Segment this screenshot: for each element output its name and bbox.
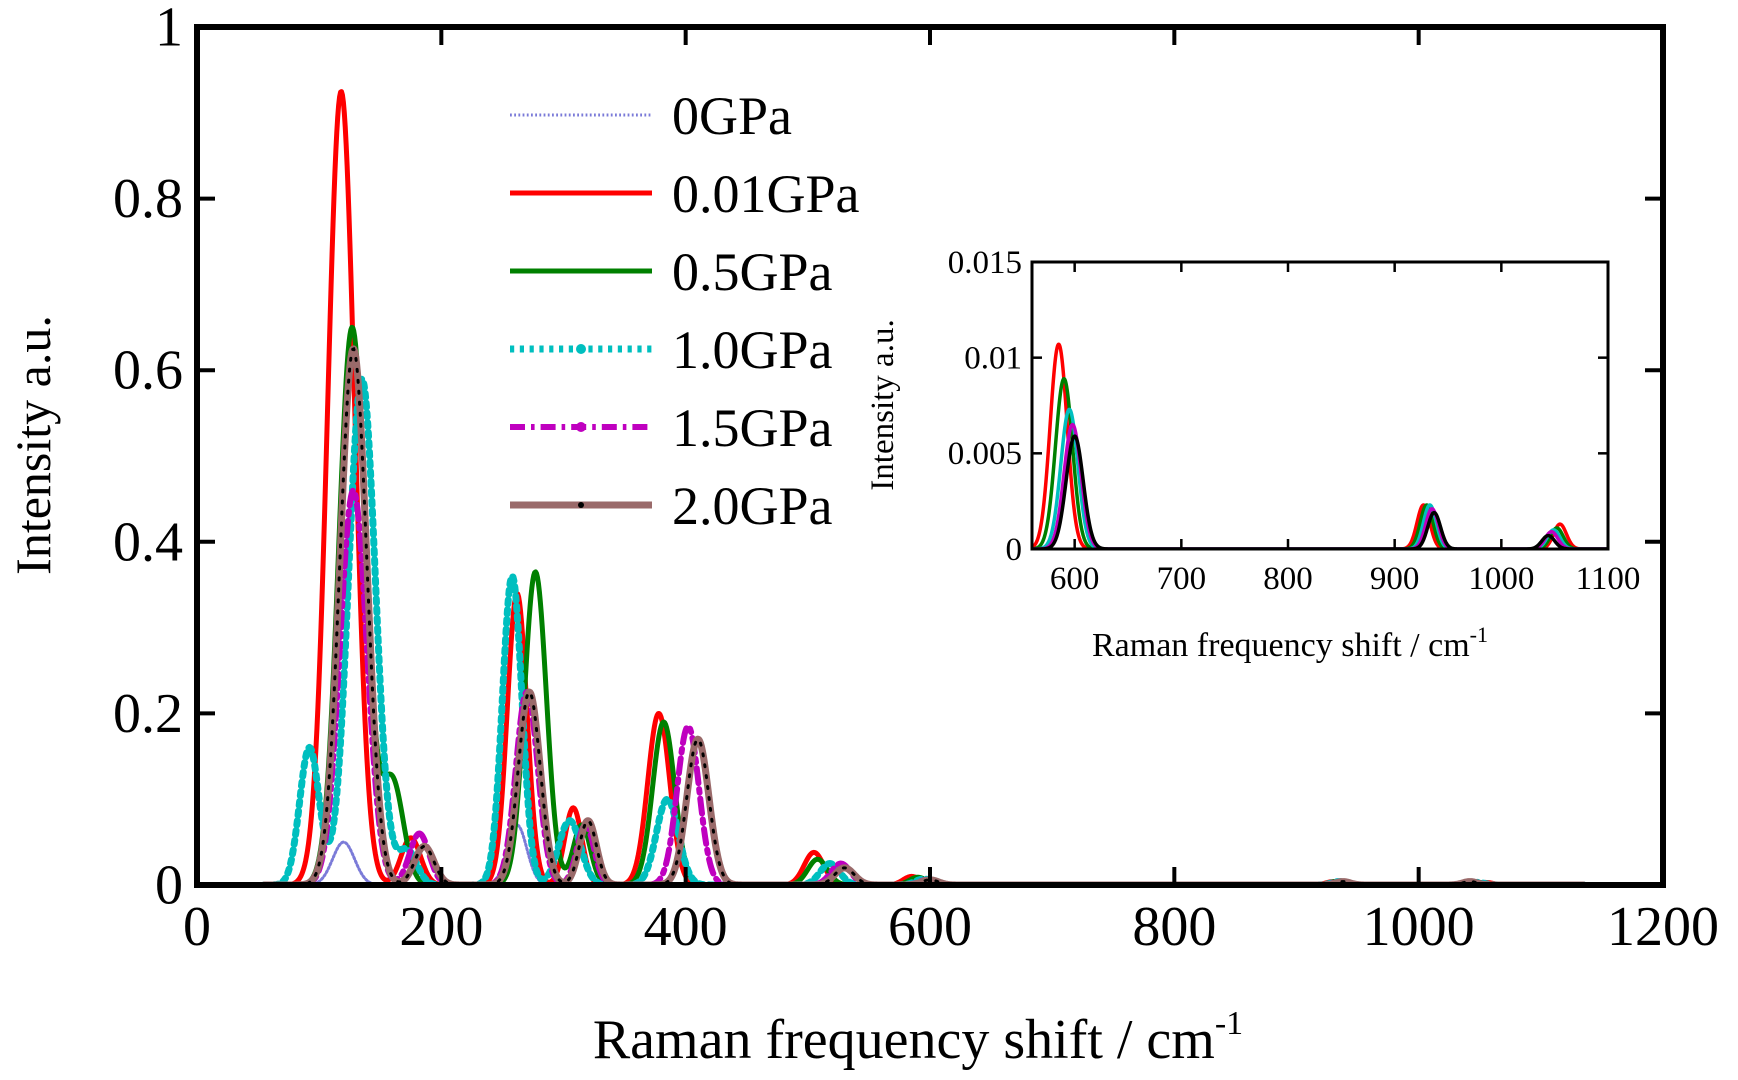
main-y-tick-label: 0: [155, 854, 183, 916]
main-x-tick-label: 0: [183, 896, 211, 958]
main-x-tick-label: 800: [1132, 896, 1216, 958]
main-x-axis-label-text: Raman frequency shift / cm: [593, 1009, 1215, 1071]
inset-y-tick-label: 0.015: [948, 245, 1022, 281]
inset-x-tick-label: 600: [1050, 561, 1100, 597]
legend-marker-2-0gpa: [578, 502, 584, 508]
inset-axis-ticks: 600 700 800 900 1000 1100 0 0.005 0.01 0.015: [948, 245, 1641, 597]
main-y-axis-label: Intensity a.u.: [5, 315, 61, 575]
inset-plot-frame: [1030, 260, 1610, 551]
main-x-tick-label: 1000: [1363, 896, 1475, 958]
inset-y-axis-label: Intensity a.u.: [865, 319, 901, 490]
legend-label-1-5gpa: 1.5GPa: [672, 398, 833, 458]
inset-x-tick-label: 900: [1370, 561, 1420, 597]
inset-y-tick-label: 0.01: [964, 341, 1022, 377]
main-series-line-0gpa: [262, 823, 1586, 885]
inset-background: [943, 262, 1608, 549]
inset-y-tick-label: 0: [1006, 532, 1023, 568]
main-y-tick-label: 0.4: [113, 511, 183, 573]
inset-x-tick-label: 1000: [1468, 561, 1534, 597]
inset-x-tick-label: 1100: [1576, 561, 1641, 597]
main-x-axis-label-superscript: -1: [1215, 1005, 1243, 1042]
legend-label-1-0gpa: 1.0GPa: [672, 320, 833, 380]
main-y-tick-label: 1: [155, 0, 183, 58]
main-x-tick-label: 1200: [1607, 896, 1719, 958]
inset-x-axis-label-text: Raman frequency shift / cm: [1092, 627, 1470, 664]
legend-marker-1-0gpa: [576, 344, 586, 354]
legend-label-0-5gpa: 0.5GPa: [672, 242, 833, 302]
legend-marker-1-5gpa: [576, 422, 586, 432]
inset-x-axis-label-superscript: -1: [1470, 622, 1488, 647]
legend-label-2-0gpa: 2.0GPa: [672, 476, 833, 536]
inset-x-tick-label: 800: [1263, 561, 1313, 597]
main-y-tick-label: 0.6: [113, 340, 183, 402]
inset-x-axis-label: Raman frequency shift / cm-1: [1092, 622, 1488, 664]
main-x-tick-label: 400: [644, 896, 728, 958]
inset-x-tick-label: 700: [1157, 561, 1207, 597]
main-x-tick-label: 200: [399, 896, 483, 958]
main-axis-ticks: 0 200 400 600 800 1000 1200 0 0.2 0.4 0.6 0.8 1: [113, 0, 1719, 958]
main-y-tick-label: 0.8: [113, 168, 183, 230]
legend-label-0-01gpa: 0.01GPa: [672, 164, 860, 224]
main-x-tick-label: 600: [888, 896, 972, 958]
main-x-axis-label: Raman frequency shift / cm-1: [593, 1005, 1243, 1071]
main-y-tick-label: 0.2: [113, 683, 183, 745]
legend: 0GPa 0.01GPa 0.5GPa 1.0GPa 1.5GPa 2.0GPa: [510, 86, 860, 536]
inset-y-tick-label: 0.005: [948, 436, 1022, 472]
main-chart: 0 200 400 600 800 1000 1200 0 0.2 0.4 0.6 0.8 1 Inte…: [5, 0, 1719, 1071]
inset-chart: 600 700 800 900 1000 1100 0 0.005 0.01 0.015 Inte…: [865, 245, 1640, 664]
legend-label-0gpa: 0GPa: [672, 86, 792, 146]
